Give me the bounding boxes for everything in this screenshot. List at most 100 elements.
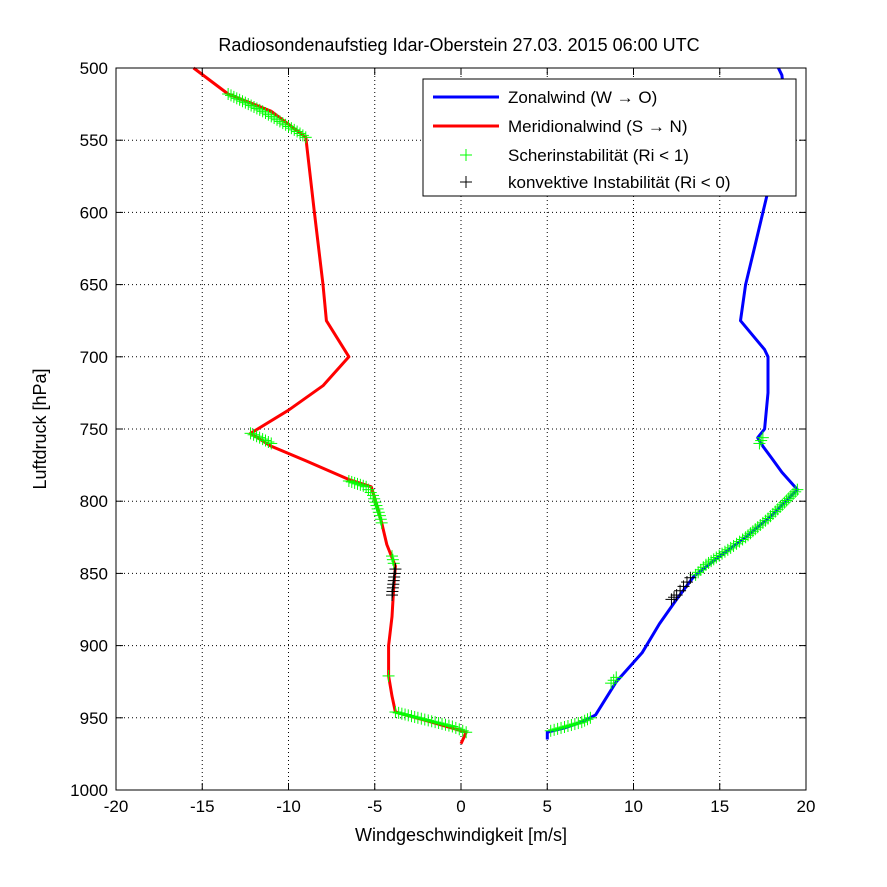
shear-marker-meridional-21-1 [449, 721, 462, 734]
shear-marker-zonal-3-2 [581, 713, 594, 726]
shear-marker-meridional-9 [342, 474, 355, 487]
shear-marker-meridional-2-1 [259, 107, 272, 120]
x-axis-label: Windgeschwindigkeit [m/s] [355, 825, 567, 845]
marker-layer [222, 87, 804, 739]
shear-marker-zonal-7-1 [692, 566, 705, 579]
shear-marker-meridional-7-2 [262, 435, 275, 448]
shear-marker-meridional-19-4 [425, 715, 438, 728]
shear-marker-zonal-10 [727, 539, 740, 552]
shear-marker-meridional-3-4 [285, 122, 298, 135]
y-tick-label-2: 600 [80, 203, 108, 222]
shear-marker-meridional-9-2 [348, 476, 361, 489]
legend-label-shear: Scherinstabilität (Ri < 1) [508, 146, 689, 165]
shear-marker-meridional-0-3 [230, 92, 243, 105]
shear-marker-zonal-2-1 [568, 718, 581, 731]
shear-marker-zonal-13 [762, 512, 775, 525]
legend-marker-convective [460, 176, 472, 188]
shear-marker-meridional-12 [370, 499, 383, 512]
x-tick-label-1: -15 [190, 797, 215, 816]
shear-marker-meridional-0-1 [225, 89, 237, 102]
shear-marker-meridional-18-3 [399, 708, 412, 721]
shear-marker-meridional-19-3 [422, 714, 435, 727]
shear-marker-meridional-3-2 [279, 118, 292, 131]
shear-marker-zonal-0 [544, 724, 557, 737]
shear-marker-meridional-3-3 [282, 120, 295, 133]
legend-label-zonal: Zonalwind (W → O) [508, 88, 657, 107]
shear-marker-meridional-6-2 [250, 430, 263, 443]
legend-label-convective: konvektive Instabilität (Ri < 0) [508, 173, 731, 192]
shear-marker-meridional-2-3 [265, 110, 278, 123]
shear-marker-meridional-0-5 [236, 95, 249, 108]
y-tick-label-3: 650 [80, 276, 108, 295]
shear-marker-meridional-21 [446, 720, 459, 733]
shear-marker-meridional-18-1 [392, 706, 405, 719]
shear-marker-meridional-1 [239, 96, 252, 109]
shear-marker-zonal-5 [605, 677, 618, 690]
x-tick-label-8: 20 [797, 797, 816, 816]
shear-marker-meridional-18-5 [405, 710, 418, 723]
x-tick-label-0: -20 [104, 797, 129, 816]
shear-marker-zonal-13-2 [766, 507, 779, 520]
shear-marker-meridional-19-1 [415, 712, 428, 725]
shear-marker-meridional-15-1 [386, 553, 399, 566]
shear-marker-zonal-15-3 [789, 485, 802, 498]
convective-marker-zonal-5 [684, 571, 697, 584]
x-tick-label-6: 10 [624, 797, 643, 816]
shear-marker-meridional-11-2 [369, 496, 382, 509]
shear-marker-meridional-11 [367, 489, 380, 502]
shear-marker-meridional-21-2 [453, 723, 466, 736]
shear-marker-meridional-19 [411, 711, 424, 724]
shear-marker-meridional-18-4 [402, 709, 415, 722]
shear-marker-meridional-10-2 [364, 486, 377, 499]
shear-marker-meridional-2-4 [268, 112, 281, 125]
shear-marker-meridional-3-1 [276, 117, 289, 130]
shear-marker-meridional-0-2 [227, 90, 240, 103]
shear-marker-meridional-17 [382, 669, 395, 682]
shear-marker-zonal-17-1 [755, 434, 768, 447]
shear-marker-zonal-7 [689, 568, 702, 581]
shear-marker-meridional-6-1 [247, 428, 260, 441]
shear-marker-zonal-3-1 [578, 714, 591, 727]
shear-marker-zonal-13-3 [769, 505, 782, 518]
shear-marker-meridional-1-2 [245, 99, 258, 112]
shear-marker-zonal-2-2 [572, 717, 585, 730]
shear-marker-zonal-0-1 [548, 723, 561, 736]
shear-marker-meridional-12-1 [371, 502, 384, 515]
shear-marker-meridional-22 [460, 726, 473, 739]
shear-marker-zonal-17 [753, 437, 766, 450]
shear-marker-meridional-1-4 [250, 102, 263, 115]
shear-marker-meridional-20-3 [439, 718, 452, 731]
shear-marker-meridional-20-4 [442, 719, 455, 732]
shear-marker-meridional-20 [429, 716, 442, 729]
shear-marker-meridional-12-2 [372, 506, 385, 519]
shear-marker-zonal-13-1 [764, 510, 777, 523]
legend: Zonalwind (W → O) Meridionalwind (S → N)… [422, 78, 797, 197]
shear-marker-zonal-6 [610, 671, 623, 684]
shear-marker-meridional-18-6 [408, 710, 421, 723]
shear-marker-meridional-21-3 [456, 724, 469, 737]
shear-marker-zonal-3 [575, 716, 588, 729]
shear-marker-zonal-2 [565, 719, 578, 732]
shear-marker-meridional-2 [256, 105, 269, 118]
x-tick-label-2: -10 [276, 797, 301, 816]
shear-marker-meridional-0-4 [233, 93, 246, 106]
chart-title: Radiosondenaufstieg Idar-Oberstein 27.03… [218, 35, 699, 55]
shear-marker-meridional-9-3 [351, 477, 364, 490]
shear-marker-meridional-13 [373, 509, 386, 522]
shear-marker-zonal-4 [584, 711, 597, 724]
y-tick-label-7: 850 [80, 564, 108, 583]
shear-marker-meridional-1-3 [248, 100, 260, 113]
shear-marker-meridional-9-4 [354, 478, 367, 491]
shear-marker-meridional-14 [375, 516, 388, 529]
shear-marker-meridional-19-2 [418, 713, 431, 726]
shear-marker-zonal-16 [791, 483, 804, 496]
shear-marker-meridional-9-1 [345, 475, 358, 488]
x-tick-label-4: 0 [456, 797, 465, 816]
shear-marker-meridional-3 [273, 115, 286, 128]
shear-marker-meridional-10-1 [362, 483, 375, 496]
shear-marker-meridional-20-2 [436, 717, 449, 730]
shear-marker-meridional-16 [387, 557, 400, 570]
shear-marker-meridional-10 [360, 480, 373, 493]
x-tick-label-7: 15 [710, 797, 729, 816]
legend-marker-shear [460, 149, 472, 161]
